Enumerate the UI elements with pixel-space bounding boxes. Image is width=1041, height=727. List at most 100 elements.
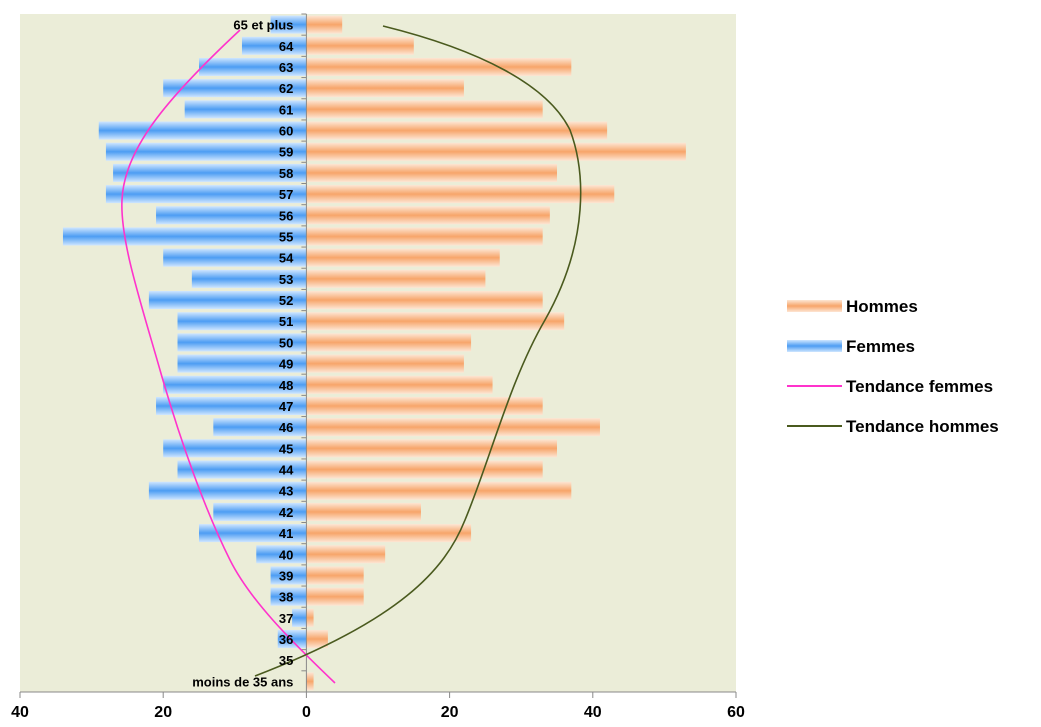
bar-hommes xyxy=(306,206,550,225)
x-tick-label: 0 xyxy=(302,704,311,721)
bar-femmes xyxy=(156,206,307,225)
trend-lines xyxy=(121,25,582,684)
trend-line-hommes xyxy=(254,25,582,677)
bar-femmes xyxy=(163,79,307,98)
bar-femmes xyxy=(177,354,307,373)
bar-femmes xyxy=(177,333,307,352)
bar-femmes xyxy=(213,418,307,437)
legend-swatch xyxy=(787,340,842,352)
bar-femmes xyxy=(199,524,307,543)
bar-femmes xyxy=(177,312,307,331)
category-label: 48 xyxy=(279,378,293,393)
bar-hommes xyxy=(306,375,493,394)
trend-line-femmes xyxy=(121,29,336,684)
bar-hommes xyxy=(306,312,565,331)
bar-femmes xyxy=(292,608,307,627)
category-label: 37 xyxy=(279,611,293,626)
x-tick-label: 20 xyxy=(154,704,172,721)
x-tick-label: 60 xyxy=(727,704,745,721)
bar-femmes xyxy=(105,142,307,161)
category-label: 65 et plus xyxy=(233,18,293,33)
category-label: 55 xyxy=(279,229,293,244)
bar-femmes xyxy=(177,460,307,479)
bar-hommes xyxy=(306,354,464,373)
bar-hommes xyxy=(306,460,543,479)
category-label: 43 xyxy=(279,484,293,499)
bar-femmes xyxy=(270,566,307,585)
bar-hommes xyxy=(306,227,543,246)
x-tick-label: 40 xyxy=(11,704,29,721)
category-label: 50 xyxy=(279,335,293,350)
bar-femmes xyxy=(213,502,307,521)
bar-femmes xyxy=(191,269,307,288)
category-label: 57 xyxy=(279,187,293,202)
bar-femmes xyxy=(98,121,307,140)
bar-femmes xyxy=(184,100,307,119)
bar-hommes xyxy=(306,121,608,140)
bar-hommes xyxy=(306,587,364,606)
category-label: 40 xyxy=(279,547,293,562)
bar-femmes xyxy=(277,630,307,649)
bar-hommes xyxy=(306,57,572,76)
category-label: 53 xyxy=(279,272,293,287)
bar-hommes xyxy=(306,333,472,352)
hommes-bars xyxy=(306,15,686,691)
bar-femmes xyxy=(148,291,307,310)
category-label: 61 xyxy=(279,102,293,117)
bar-femmes xyxy=(156,396,307,415)
bar-femmes xyxy=(241,36,307,55)
legend-swatch xyxy=(787,300,842,312)
category-label: 46 xyxy=(279,420,293,435)
category-label: 47 xyxy=(279,399,293,414)
bar-hommes xyxy=(306,545,386,564)
category-label: 41 xyxy=(279,526,293,541)
bar-femmes xyxy=(105,185,307,204)
category-label: 44 xyxy=(279,463,294,478)
bar-femmes xyxy=(256,545,307,564)
bar-hommes xyxy=(306,396,543,415)
category-label: 52 xyxy=(279,293,293,308)
bar-femmes xyxy=(163,375,307,394)
bar-hommes xyxy=(306,481,572,500)
category-label: 38 xyxy=(279,590,293,605)
category-label: 49 xyxy=(279,357,293,372)
legend-label: Hommes xyxy=(846,297,918,316)
bar-hommes xyxy=(306,524,472,543)
x-tick-label: 20 xyxy=(441,704,459,721)
bar-hommes xyxy=(306,248,500,267)
bar-femmes xyxy=(163,439,307,458)
femmes-bars xyxy=(62,15,307,649)
legend-label: Tendance femmes xyxy=(846,377,993,396)
x-axis-ticks: 40 20 0 20 40 60 xyxy=(11,692,745,721)
bar-hommes xyxy=(306,672,314,691)
category-label: 63 xyxy=(279,60,293,75)
category-label: 64 xyxy=(279,39,294,54)
category-label: 39 xyxy=(279,568,293,583)
bar-hommes xyxy=(306,291,543,310)
bar-hommes xyxy=(306,269,486,288)
bar-femmes xyxy=(62,227,307,246)
bar-hommes xyxy=(306,100,543,119)
bar-hommes xyxy=(306,418,600,437)
category-label: 60 xyxy=(279,124,293,139)
bar-hommes xyxy=(306,502,421,521)
bar-hommes xyxy=(306,36,414,55)
bar-femmes xyxy=(113,163,307,182)
category-label: 35 xyxy=(279,653,293,668)
category-label: 45 xyxy=(279,441,293,456)
bar-hommes xyxy=(306,163,557,182)
x-tick-label: 40 xyxy=(584,704,602,721)
category-label: moins de 35 ans xyxy=(192,674,293,689)
legend-label: Femmes xyxy=(846,337,915,356)
axis-group xyxy=(20,13,736,693)
bar-hommes xyxy=(306,79,464,98)
category-label: 54 xyxy=(279,251,294,266)
category-label: 62 xyxy=(279,81,293,96)
category-label: 56 xyxy=(279,208,293,223)
bar-femmes xyxy=(270,15,307,34)
bar-hommes xyxy=(306,185,615,204)
category-label: 58 xyxy=(279,166,293,181)
bar-femmes xyxy=(199,57,307,76)
category-label: 59 xyxy=(279,145,293,160)
